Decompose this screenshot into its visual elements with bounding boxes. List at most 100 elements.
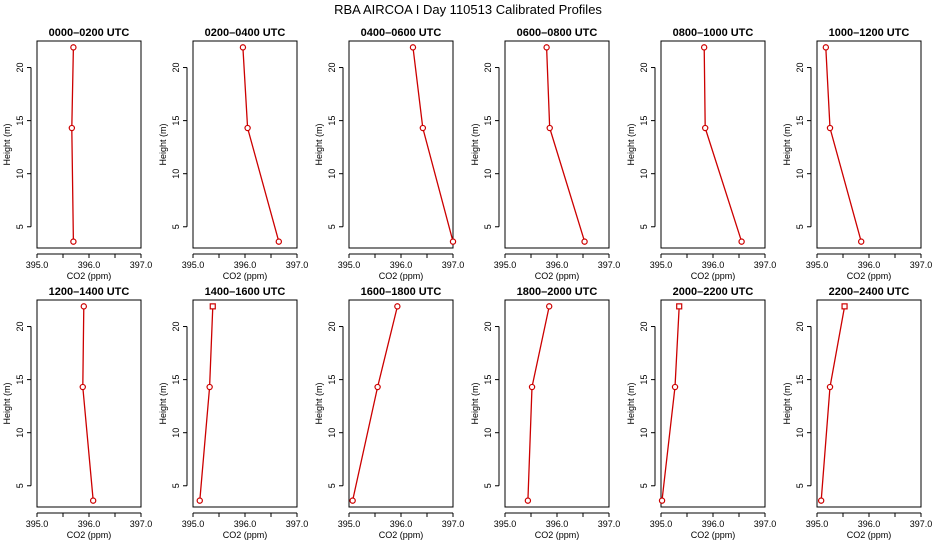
y-tick-label: 15	[483, 375, 493, 385]
panel-title: 1200–1400 UTC	[49, 286, 130, 298]
x-tick-label: 397.0	[910, 260, 933, 270]
panel-0000-0200-utc: 0000–0200 UTC 395.0 396.0 397.0 CO2 (ppm) 5 10…	[2, 27, 152, 281]
plot-frame	[816, 299, 922, 508]
y-tick-label: 15	[795, 116, 805, 126]
y-tick-label: 20	[795, 63, 805, 73]
plot-frame	[816, 40, 922, 249]
x-axis-label: CO2 (ppm)	[535, 530, 580, 540]
plot-frame	[504, 40, 610, 249]
panel-title: 0200–0400 UTC	[205, 27, 286, 39]
plot-frame	[348, 299, 454, 508]
data-point	[409, 44, 417, 51]
x-tick-label: 396.0	[702, 519, 725, 529]
y-axis-label: Height (m)	[314, 123, 324, 165]
profile-line	[703, 47, 743, 242]
data-point	[70, 44, 77, 51]
data-point	[738, 238, 745, 245]
y-tick-label: 5	[795, 224, 805, 229]
profile-line	[199, 306, 214, 501]
y-tick-label: 10	[795, 169, 805, 179]
x-axis-label: CO2 (ppm)	[223, 530, 268, 540]
data-point	[858, 238, 865, 245]
y-tick-label: 10	[171, 428, 181, 438]
panel-title: 0400–0600 UTC	[361, 27, 442, 39]
x-tick-label: 396.0	[702, 260, 725, 270]
y-tick-label: 5	[639, 483, 649, 488]
y-tick-label: 15	[15, 116, 25, 126]
y-tick-label: 5	[171, 224, 181, 229]
data-point	[70, 238, 77, 245]
panel-0400-0600-utc: 0400–0600 UTC 395.0 396.0 397.0 CO2 (ppm) 5 10…	[314, 27, 464, 281]
data-point	[826, 383, 834, 391]
x-axis-label: CO2 (ppm)	[379, 530, 424, 540]
panel-title: 0600–0800 UTC	[517, 27, 598, 39]
data-point	[244, 124, 251, 132]
x-tick-label: 396.0	[858, 519, 881, 529]
y-tick-label: 20	[171, 322, 181, 332]
profile-line	[242, 47, 280, 242]
panel-1000-1200-utc: 1000–1200 UTC 395.0 396.0 397.0 CO2 (ppm) 5 10…	[782, 27, 932, 281]
y-axis-label: Height (m)	[158, 382, 168, 424]
profile-line	[351, 306, 399, 501]
panel-title: 1400–1600 UTC	[205, 286, 286, 298]
x-tick-label: 395.0	[338, 260, 361, 270]
x-tick-label: 395.0	[182, 260, 205, 270]
data-point	[196, 497, 203, 504]
panel-title: 2000–2200 UTC	[673, 286, 754, 298]
data-point	[581, 238, 588, 245]
x-tick-label: 395.0	[494, 260, 517, 270]
x-tick-label: 397.0	[598, 260, 621, 270]
data-point	[658, 497, 666, 504]
x-tick-label: 396.0	[234, 519, 257, 529]
plot-frame	[504, 299, 610, 508]
panel-title: 2200–2400 UTC	[829, 286, 910, 298]
y-tick-label: 5	[327, 483, 337, 488]
x-tick-label: 395.0	[650, 260, 673, 270]
y-tick-label: 10	[483, 428, 493, 438]
y-tick-label: 20	[327, 63, 337, 73]
y-tick-label: 20	[639, 322, 649, 332]
x-tick-label: 396.0	[546, 519, 569, 529]
y-axis-label: Height (m)	[470, 382, 480, 424]
data-point	[80, 303, 88, 310]
y-tick-label: 20	[15, 63, 25, 73]
data-point	[700, 44, 708, 51]
x-tick-label: 395.0	[650, 519, 673, 529]
data-point	[275, 238, 282, 245]
panel-1200-1400-utc: 1200–1400 UTC 395.0 396.0 397.0 CO2 (ppm) 5 10…	[2, 286, 152, 540]
data-point	[817, 497, 825, 504]
y-axis-label: Height (m)	[158, 123, 168, 165]
y-tick-label: 10	[795, 428, 805, 438]
x-axis-label: CO2 (ppm)	[67, 530, 112, 540]
data-point	[841, 303, 848, 310]
plot-frame	[660, 299, 766, 508]
y-tick-label: 10	[327, 428, 337, 438]
x-tick-label: 396.0	[858, 260, 881, 270]
y-tick-label: 15	[795, 375, 805, 385]
y-tick-label: 20	[327, 322, 337, 332]
x-axis-label: CO2 (ppm)	[691, 530, 736, 540]
y-tick-label: 5	[327, 224, 337, 229]
y-tick-label: 20	[171, 63, 181, 73]
x-axis-label: CO2 (ppm)	[379, 271, 424, 281]
x-tick-label: 397.0	[754, 260, 777, 270]
data-point	[394, 303, 401, 310]
profile-line	[412, 47, 454, 242]
profile-line	[71, 47, 75, 242]
x-tick-label: 397.0	[286, 519, 309, 529]
x-tick-label: 397.0	[442, 519, 465, 529]
data-point	[671, 383, 679, 391]
y-tick-label: 15	[639, 116, 649, 126]
plot-frame	[192, 299, 298, 508]
y-tick-label: 10	[171, 169, 181, 179]
y-tick-label: 5	[171, 483, 181, 488]
panel-1600-1800-utc: 1600–1800 UTC 395.0 396.0 397.0 CO2 (ppm) 5 10…	[314, 286, 464, 540]
data-point	[68, 124, 76, 132]
x-tick-label: 397.0	[598, 519, 621, 529]
y-tick-label: 5	[795, 483, 805, 488]
y-tick-label: 20	[483, 322, 493, 332]
data-point	[822, 44, 830, 51]
x-tick-label: 395.0	[806, 260, 829, 270]
figure-title: RBA AIRCOA I Day 110513 Calibrated Profi…	[334, 2, 602, 17]
